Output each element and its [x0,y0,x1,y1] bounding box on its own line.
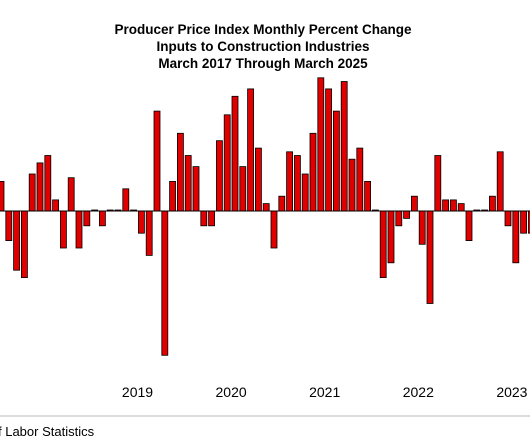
bar-29 [223,114,231,212]
bar-51 [395,210,403,227]
x-axis-tick-labels: 2019202020212022202320 [122,384,528,400]
bar-10 [75,210,83,249]
bar-52 [403,210,411,219]
chart-title: Producer Price Index Monthly Percent Cha… [114,22,412,71]
bar-24 [184,155,192,212]
bar-53 [410,195,418,212]
year-tick-label-4: 2023 [496,384,527,400]
bar-65 [504,210,512,227]
bar-7 [52,199,59,212]
bar-36 [278,195,286,212]
title-line-2: Inputs to Construction Industries [157,39,370,54]
bar-42 [325,88,333,212]
bar-64 [496,151,504,212]
year-tick-label-2: 2021 [309,384,340,400]
bar-63 [488,195,496,212]
bar-8 [60,210,67,249]
bar-26 [200,210,208,227]
bar-19 [145,210,153,256]
bar-37 [286,151,294,212]
bar-5 [36,162,44,212]
bar-54 [418,210,426,245]
bar-45 [348,158,356,212]
source-note: f Labor Statistics [0,424,95,439]
bar-47 [364,180,372,212]
bar-41 [317,77,325,212]
bar-46 [356,147,364,212]
bar-4 [28,173,36,212]
bar-0 [0,180,5,212]
bar-20 [153,110,161,212]
bar-58 [449,199,457,212]
bar-60 [465,210,473,242]
bar-44 [340,81,348,212]
bar-66 [512,210,520,264]
bar-56 [434,155,442,212]
bar-16 [122,188,130,212]
bar-32 [247,88,255,212]
bar-30 [231,95,239,212]
bar-11 [83,210,91,227]
year-tick-label-0: 2019 [122,384,153,400]
bar-43 [332,110,340,212]
bars-group [0,77,530,356]
bar-67 [520,210,527,234]
year-tick-label-1: 2020 [216,384,247,400]
title-line-1: Producer Price Index Monthly Percent Cha… [114,22,412,37]
bar-68 [528,210,530,234]
bar-27 [208,210,216,227]
bar-55 [426,210,434,304]
bar-13 [99,210,106,227]
bar-50 [387,210,395,264]
bar-25 [192,166,200,212]
bar-1 [5,210,13,242]
bar-6 [44,155,52,212]
bar-33 [254,147,262,212]
bar-9 [67,177,75,212]
bar-28 [215,140,223,212]
bar-49 [379,210,387,278]
year-tick-label-3: 2022 [403,384,434,400]
bar-57 [442,199,450,212]
title-line-3: March 2017 Through March 2025 [158,56,368,71]
bar-22 [169,180,177,212]
bar-21 [161,210,169,356]
bar-18 [137,210,145,234]
bar-59 [457,203,465,212]
bar-2 [13,210,21,271]
bar-31 [239,166,247,212]
bar-40 [309,132,317,212]
bar-38 [293,155,301,212]
bar-35 [270,210,278,249]
bar-34 [262,203,270,212]
bar-39 [301,173,309,212]
bar-23 [176,132,184,212]
bar-3 [20,210,28,278]
